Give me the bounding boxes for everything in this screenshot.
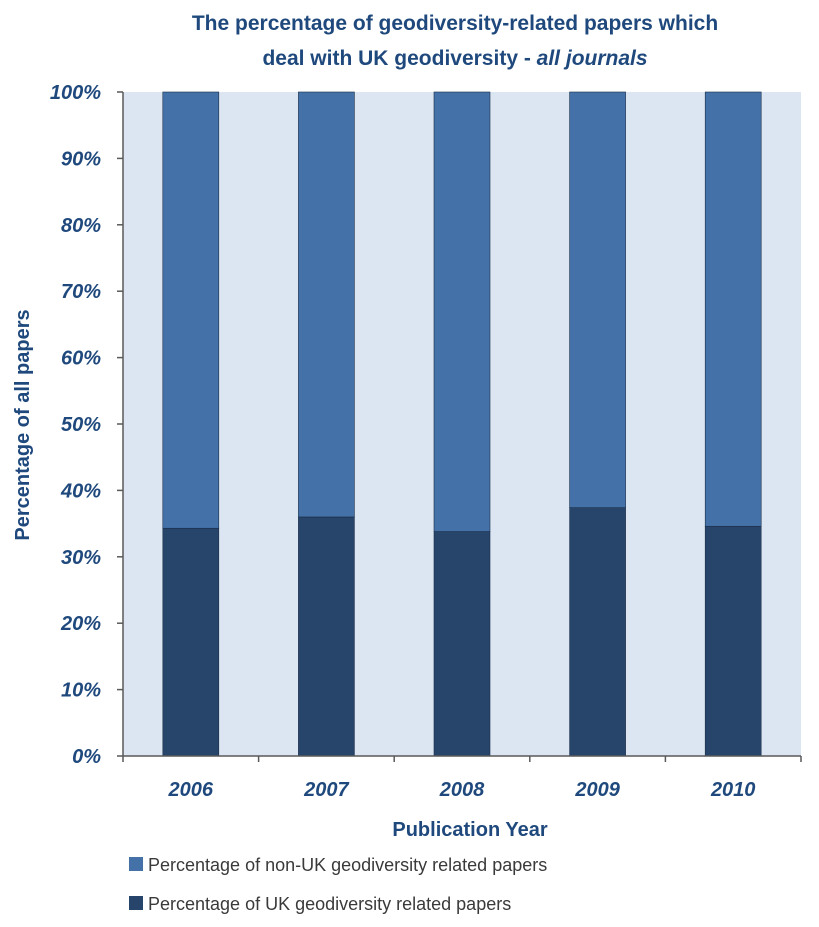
bar-uk-2006 xyxy=(162,527,220,757)
bar-uk-2008 xyxy=(433,531,491,757)
y-tick-label: 30% xyxy=(61,547,101,569)
legend: Percentage of non-UK geodiversity relate… xyxy=(129,855,547,914)
bar-uk-2009 xyxy=(569,507,626,757)
y-tick-label: 20% xyxy=(60,613,101,635)
x-tick-label-2008: 2008 xyxy=(439,779,485,801)
legend-swatch xyxy=(129,896,143,910)
chart-title-line1: The percentage of geodiversity-related p… xyxy=(192,12,718,35)
y-tick-label: 40% xyxy=(60,480,101,502)
legend-swatch xyxy=(129,857,143,871)
x-tick-label-2006: 2006 xyxy=(168,779,214,801)
y-tick-label: 100% xyxy=(50,82,101,104)
y-tick-label: 80% xyxy=(61,215,101,237)
legend-label: Percentage of non-UK geodiversity relate… xyxy=(148,855,547,875)
bar-uk-2010 xyxy=(704,525,762,757)
legend-label: Percentage of UK geodiversity related pa… xyxy=(148,894,511,914)
bar-non-uk-2008 xyxy=(433,91,491,532)
chart-title-line2: deal with UK geodiversity - all journals xyxy=(262,47,647,70)
y-axis-label: Percentage of all papers xyxy=(12,309,34,540)
x-axis-label: Publication Year xyxy=(392,819,547,841)
y-tick-label: 70% xyxy=(61,281,101,303)
x-tick-labels: 2006 2007 2008 2009 2010 xyxy=(168,779,756,801)
x-tick-label-2010: 2010 xyxy=(710,779,756,801)
x-tick-label-2007: 2007 xyxy=(303,779,349,801)
bar-non-uk-2006 xyxy=(162,91,220,529)
y-tick-label: 90% xyxy=(61,148,101,170)
bar-non-uk-2010 xyxy=(704,91,762,527)
y-tick-label: 0% xyxy=(72,746,101,768)
y-tick-labels: 0% 10% 20% 30% 40% 50% 60% 70% 80% 90% 100% xyxy=(50,82,101,768)
y-tick-label: 10% xyxy=(61,680,101,702)
y-tick-label: 60% xyxy=(61,348,101,370)
bar-uk-2007 xyxy=(298,516,355,757)
bars-group xyxy=(162,91,762,757)
bar-non-uk-2007 xyxy=(298,91,355,518)
chart-title-line2-italic: all journals xyxy=(537,47,648,70)
chart-title-line2-main: deal with UK geodiversity - xyxy=(262,47,536,70)
axes-group xyxy=(117,91,802,762)
bar-non-uk-2009 xyxy=(569,91,626,508)
y-tick-label: 50% xyxy=(61,414,101,436)
x-tick-label-2009: 2009 xyxy=(574,779,620,801)
